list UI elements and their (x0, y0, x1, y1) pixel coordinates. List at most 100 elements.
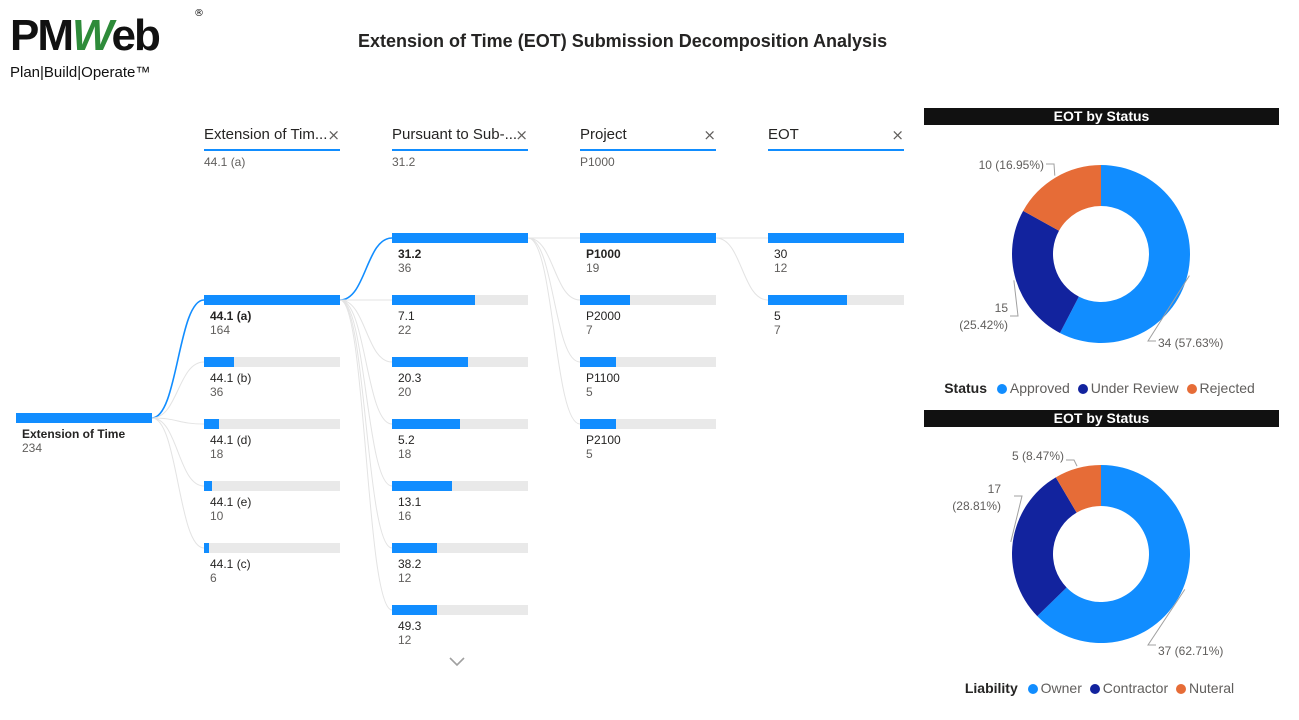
node-value: 36 (210, 385, 224, 399)
node-value: 16 (398, 509, 412, 523)
label-leader-line (1010, 495, 1023, 543)
legend-item-owner[interactable]: Owner (1027, 680, 1082, 696)
donut-slice-approved (1059, 165, 1190, 344)
node-label: 13.1 (398, 495, 422, 509)
node-bar-fill (204, 419, 219, 429)
node-bar-fill (580, 357, 616, 367)
tree-node[interactable]: P2100 5 (580, 419, 716, 461)
tree-node[interactable]: 20.3 20 (392, 357, 528, 399)
tree-node[interactable]: 44.1 (a) 164 (204, 295, 340, 337)
logo-tagline: Plan|Build|Operate™ (10, 64, 151, 81)
node-value: 12 (774, 261, 788, 275)
node-label: 5.2 (398, 433, 415, 447)
node-label: P1000 (586, 247, 621, 261)
column-header-label: Project (580, 126, 627, 143)
panel-title: EOT by Status (924, 410, 1279, 427)
node-label: 31.2 (398, 247, 422, 261)
registered-mark: ® (194, 8, 204, 19)
tree-node[interactable]: Extension of Time 234 (16, 413, 152, 455)
node-bar-track (392, 233, 528, 243)
tree-node[interactable]: 13.1 16 (392, 481, 528, 523)
donut-slice-rejected (1023, 165, 1101, 231)
connector (339, 299, 393, 363)
tree-node[interactable]: 30 12 (768, 233, 904, 275)
node-label: P2100 (586, 433, 621, 447)
tree-node[interactable]: P1000 19 (580, 233, 716, 275)
connector (527, 237, 581, 425)
label-leader-line (1147, 275, 1190, 342)
close-icon[interactable]: × (515, 126, 528, 144)
legend-dot (1176, 684, 1187, 694)
node-label: 7.1 (398, 309, 415, 323)
column-selected-value: P1000 (580, 155, 615, 169)
tree-node[interactable]: 44.1 (c) 6 (204, 543, 340, 585)
connector (339, 299, 393, 549)
tree-node[interactable]: 44.1 (b) 36 (204, 357, 340, 399)
column-header-project[interactable]: Project × P1000 (580, 125, 716, 169)
column-header-pursuant-to-sub[interactable]: Pursuant to Sub-... × 31.2 (392, 125, 528, 169)
node-value: 19 (586, 261, 600, 275)
legend-label: Contractor (1102, 680, 1169, 696)
donut-data-label: (28.81%) (952, 499, 1001, 513)
chevron-down-icon[interactable] (448, 655, 466, 669)
donut-panel-liability: EOT by Status 37 (62.71%) 17 (28.81%) 5 (8.… (924, 410, 1279, 700)
tree-node[interactable]: 31.2 36 (392, 233, 528, 275)
tree-node[interactable]: 7.1 22 (392, 295, 528, 337)
legend-item-under-review[interactable]: Under Review (1077, 380, 1179, 396)
node-bar-fill (16, 413, 152, 423)
tree-node[interactable]: 5.2 18 (392, 419, 528, 461)
close-icon[interactable]: × (327, 126, 340, 144)
node-bar-fill (204, 295, 340, 305)
legend-item-rejected[interactable]: Rejected (1186, 380, 1255, 396)
legend-label: Under Review (1090, 380, 1179, 396)
connector (151, 417, 205, 487)
node-bar-track (392, 543, 528, 553)
legend-item-nuteral[interactable]: Nuteral (1176, 680, 1234, 696)
tree-node[interactable]: P1100 5 (580, 357, 716, 399)
node-value: 5 (586, 447, 593, 461)
node-bar-track (204, 543, 340, 553)
node-bar-track (768, 233, 904, 243)
close-icon[interactable]: × (891, 126, 904, 144)
legend-label: Rejected (1199, 380, 1255, 396)
column-header-eot[interactable]: EOT × (768, 125, 904, 155)
node-bar-track (204, 419, 340, 429)
donut-data-label: 34 (57.63%) (1158, 336, 1223, 350)
tree-node[interactable]: 44.1 (e) 10 (204, 481, 340, 523)
connector (339, 299, 393, 425)
header-underline (392, 149, 528, 151)
node-label: 44.1 (e) (210, 495, 252, 509)
legend-status: Status Approved Under Review Rejected (924, 380, 1279, 396)
node-label: 44.1 (d) (210, 433, 252, 447)
label-leader-line (1147, 589, 1186, 646)
donut-data-label: 17 (988, 482, 1002, 496)
legend-item-contractor[interactable]: Contractor (1089, 680, 1169, 696)
donut-panel-status: EOT by Status 34 (57.63%) 15 (25.42%) 10 (1… (924, 108, 1279, 400)
header-underline (204, 149, 340, 151)
node-bar-track (392, 481, 528, 491)
node-bar-fill (392, 605, 438, 615)
tree-node[interactable]: 38.2 12 (392, 543, 528, 585)
active-connector (339, 237, 393, 301)
node-label: 44.1 (b) (210, 371, 252, 385)
node-bar-track (392, 419, 528, 429)
legend-dot (1089, 684, 1100, 694)
node-bar-fill (392, 481, 453, 491)
connector (339, 299, 393, 487)
active-connector (151, 299, 205, 419)
node-bar-fill (580, 233, 716, 243)
column-header-extension-of-time[interactable]: Extension of Tim... × 44.1 (a) (204, 125, 340, 169)
close-icon[interactable]: × (703, 126, 716, 144)
node-bar-track (16, 413, 152, 423)
connector (151, 361, 205, 419)
legend-item-approved[interactable]: Approved (996, 380, 1070, 396)
tree-node[interactable]: 44.1 (d) 18 (204, 419, 340, 461)
tree-node[interactable]: P2000 7 (580, 295, 716, 337)
node-value: 164 (210, 323, 231, 337)
tree-node[interactable]: 49.3 12 (392, 605, 528, 647)
connector (151, 417, 205, 425)
node-bar-fill (392, 543, 438, 553)
donut-data-label: 37 (62.71%) (1158, 644, 1223, 658)
donut-chart-liability: 37 (62.71%) 17 (28.81%) 5 (8.47%) (952, 449, 1223, 658)
